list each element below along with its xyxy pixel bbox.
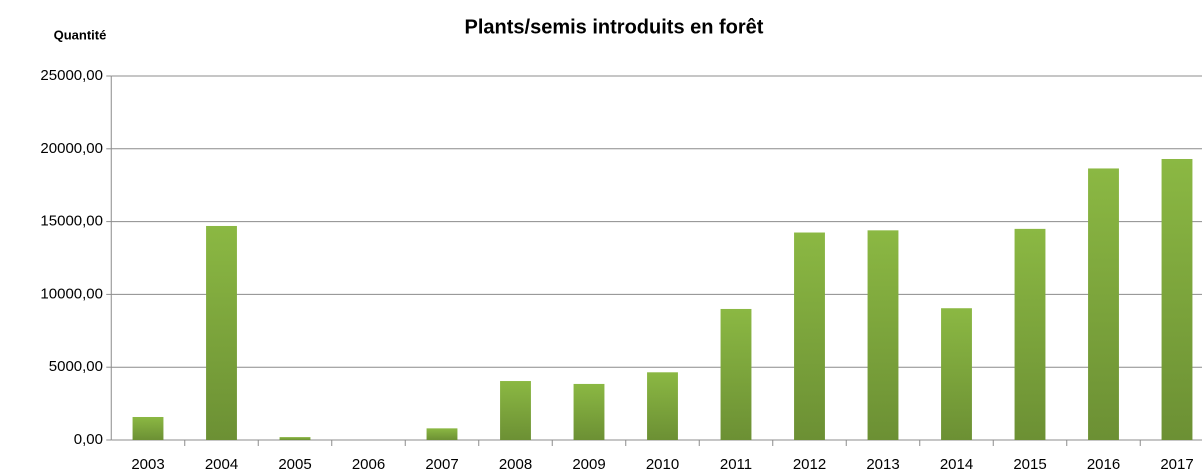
x-tick-label: 2008: [499, 456, 532, 473]
bar: [867, 230, 899, 440]
x-tick-label: 2004: [205, 456, 238, 473]
bar: [573, 383, 605, 440]
x-tick-label: 2009: [572, 456, 605, 473]
bar: [941, 308, 972, 440]
x-tick-label: 2003: [131, 456, 164, 473]
chart-title: Plants/semis introduits en forêt: [465, 16, 764, 38]
x-tick-label: 2006: [352, 456, 385, 473]
bar: [132, 416, 164, 440]
x-tick-label: 2015: [1013, 456, 1046, 473]
x-tick-label: 2013: [866, 456, 899, 473]
x-tick-label: 2010: [646, 456, 679, 473]
y-axis-title: Quantité: [54, 27, 107, 42]
x-tick-label: 2011: [720, 456, 752, 473]
x-tick-label: 2005: [278, 456, 311, 473]
bar: [500, 381, 531, 440]
bar: [794, 232, 825, 440]
bar: [1161, 158, 1193, 440]
bar: [647, 372, 678, 440]
x-tick-label: 2017: [1160, 456, 1193, 473]
x-tick-label: 2016: [1087, 456, 1120, 473]
bar: [279, 437, 311, 440]
y-tick-label: 25000,00: [40, 67, 103, 84]
bar: [1088, 168, 1119, 440]
x-tick-label: 2007: [425, 456, 458, 473]
bar: [1014, 228, 1046, 440]
x-tick-label: 2012: [793, 456, 826, 473]
x-tick-label: 2014: [940, 456, 973, 473]
bar: [426, 428, 458, 440]
y-tick-label: 10000,00: [40, 285, 103, 302]
y-tick-label: 0,00: [74, 431, 103, 448]
y-tick-label: 20000,00: [40, 140, 103, 157]
bar: [206, 225, 237, 440]
y-tick-label: 5000,00: [49, 358, 103, 375]
bar: [720, 308, 752, 440]
y-tick-label: 15000,00: [40, 213, 103, 230]
